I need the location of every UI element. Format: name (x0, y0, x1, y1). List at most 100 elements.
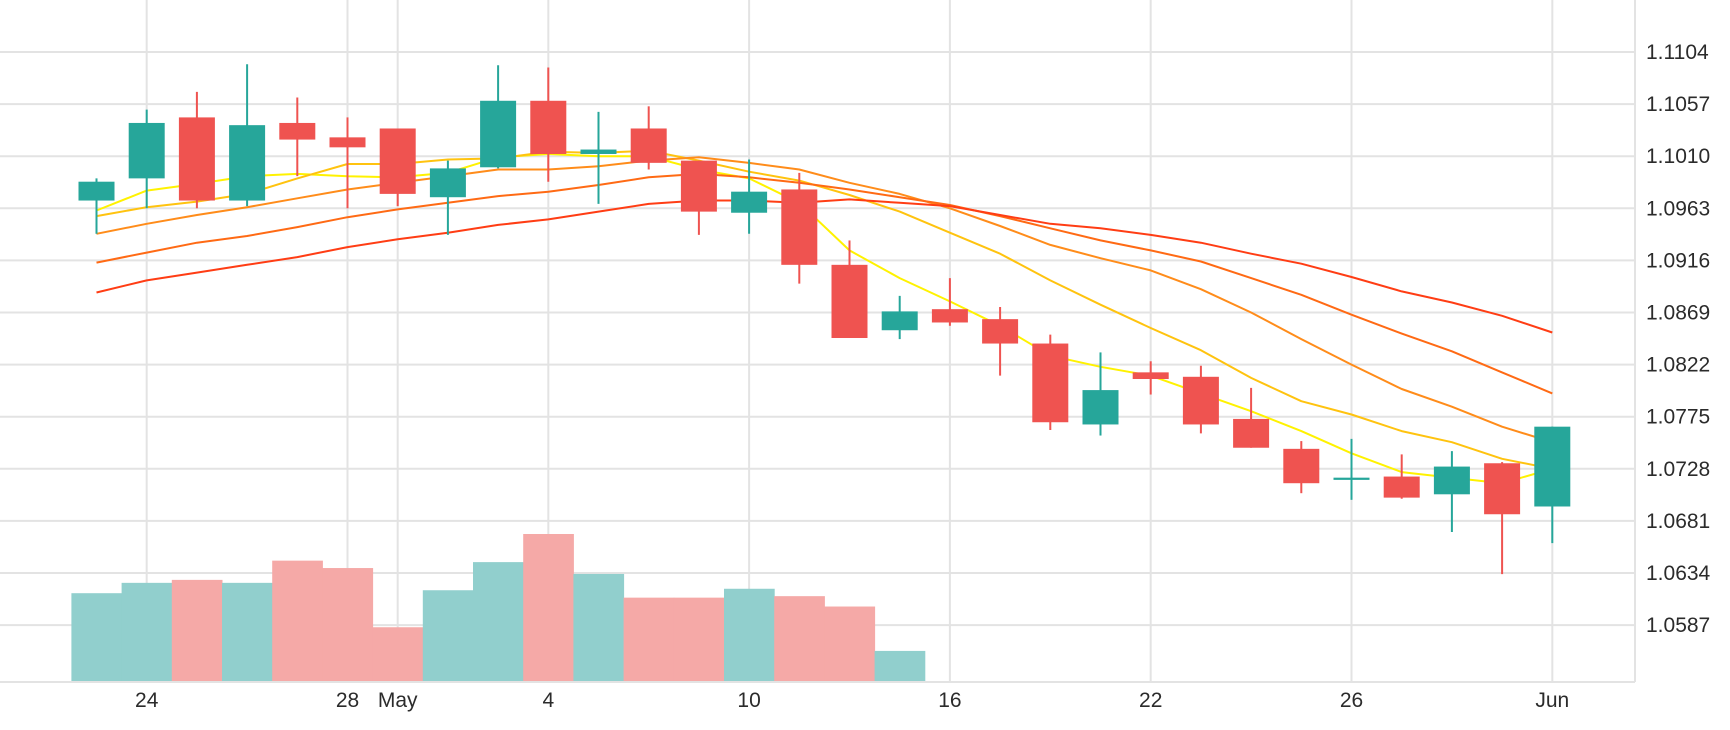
candle-body (831, 264, 868, 338)
candle (128, 109, 165, 209)
candle-body (1283, 448, 1320, 484)
candle-body (731, 191, 768, 213)
volume-bar (724, 588, 775, 682)
candle-body (1082, 390, 1119, 425)
candle (1032, 334, 1069, 431)
candle-body (680, 160, 717, 212)
candle (881, 295, 918, 340)
volume-bars (71, 534, 926, 682)
candle (630, 106, 667, 170)
volume-bar (121, 582, 173, 682)
x-tick-label: 4 (542, 689, 554, 712)
y-tick-label: 1.0963 (1646, 197, 1710, 220)
candle-body (229, 125, 266, 201)
y-tick-label: 1.1057 (1646, 93, 1710, 116)
candle-body (78, 181, 115, 201)
y-tick-label: 1.0634 (1646, 562, 1711, 585)
moving-average-line (96, 172, 1553, 395)
candle-body (630, 128, 667, 163)
candle (1082, 352, 1119, 436)
candle-body (1333, 477, 1370, 480)
candle-body (329, 137, 366, 148)
candle-body (1484, 463, 1521, 515)
volume-bar (171, 579, 223, 682)
y-tick-label: 1.0822 (1646, 354, 1710, 377)
x-tick-label: May (378, 689, 418, 712)
y-tick-label: 1.0587 (1646, 614, 1710, 637)
candle-body (480, 100, 517, 168)
candle (1233, 387, 1270, 448)
candle-body (1132, 372, 1169, 380)
y-tick-label: 1.0681 (1646, 510, 1710, 533)
candle-body (1032, 343, 1069, 423)
volume-bar (673, 597, 725, 682)
moving-average-line (96, 198, 1553, 334)
candle-body (1233, 418, 1270, 448)
volume-bar (473, 562, 524, 682)
candle (379, 128, 416, 207)
candle (1132, 361, 1169, 395)
candle-body (429, 168, 466, 198)
candle (781, 172, 818, 284)
y-tick-label: 1.0869 (1646, 302, 1710, 325)
volume-bar (322, 568, 374, 682)
candle-body (178, 117, 215, 201)
candle (831, 240, 868, 338)
candle-body (1534, 426, 1571, 507)
volume-bar (874, 650, 926, 682)
y-tick-label: 1.0728 (1646, 458, 1710, 481)
volume-bar (422, 590, 474, 682)
candle (279, 97, 316, 177)
moving-average-line (96, 153, 1553, 485)
x-tick-label: 16 (938, 689, 961, 712)
candle (178, 91, 215, 209)
x-tick-label: 26 (1340, 689, 1363, 712)
volume-bar (372, 627, 424, 682)
candles (78, 64, 1571, 575)
y-axis-labels: 1.1104 1.1057 1.1010 1.0963 1.0916 1.0869 1.08… (1646, 41, 1711, 637)
candle-body (279, 122, 316, 140)
volume-bar (222, 582, 273, 682)
candle-body (530, 100, 567, 154)
candle (731, 159, 768, 234)
candle (1333, 438, 1370, 500)
moving-average-line (96, 149, 1553, 470)
x-tick-label: 24 (135, 689, 159, 712)
y-tick-label: 1.0916 (1646, 249, 1710, 272)
candle (1283, 441, 1320, 494)
x-tick-label: 22 (1139, 689, 1162, 712)
candle (1534, 426, 1571, 544)
candle (1433, 451, 1470, 532)
moving-average-lines (96, 149, 1553, 485)
volume-bar (623, 597, 675, 682)
candle (1383, 454, 1420, 499)
candle (1484, 462, 1521, 575)
y-tick-label: 1.0775 (1646, 406, 1710, 429)
candle (480, 65, 517, 169)
volume-bar (71, 593, 123, 682)
candle-body (781, 189, 818, 265)
grid (0, 0, 1635, 682)
candle-body (379, 128, 416, 194)
candle-body (580, 149, 617, 154)
candle (680, 160, 717, 235)
candle-body (128, 122, 165, 179)
candle-body (1182, 376, 1219, 425)
axes (0, 0, 1636, 683)
candle-body (1433, 466, 1470, 495)
candle (329, 117, 366, 209)
candle (429, 160, 466, 235)
candle-body (881, 311, 918, 331)
candle (580, 111, 617, 204)
volume-bar (573, 573, 625, 682)
candle-body (1383, 476, 1420, 498)
x-tick-label: 28 (336, 689, 359, 712)
volume-bar (272, 560, 323, 682)
volume-bar (774, 596, 825, 682)
candle (982, 306, 1019, 376)
volume-bar (824, 606, 876, 682)
candle (1182, 365, 1219, 434)
x-tick-label: 10 (737, 689, 760, 712)
x-tick-label: Jun (1535, 689, 1569, 712)
